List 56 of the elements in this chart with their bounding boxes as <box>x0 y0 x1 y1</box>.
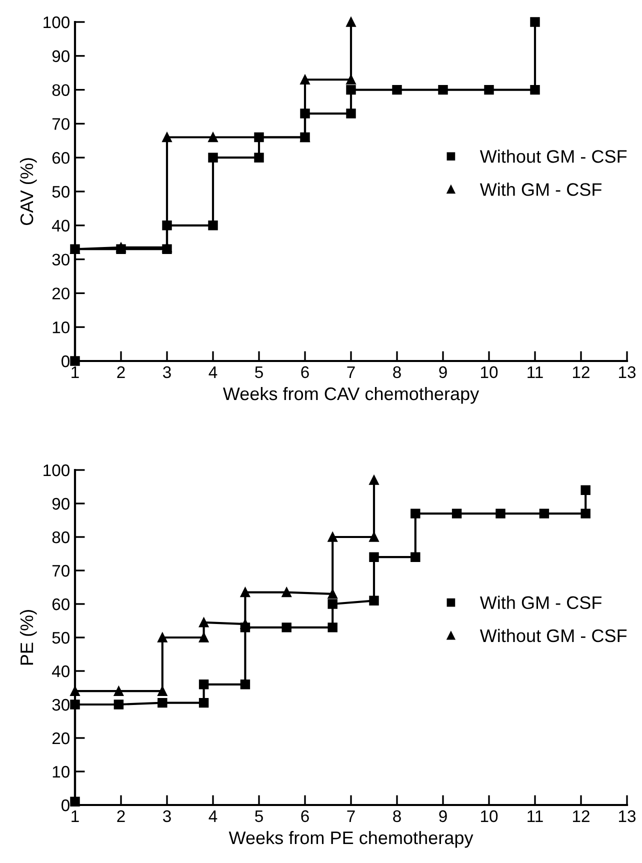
y-tick-label: 60 <box>52 598 70 610</box>
y-tick-label: 90 <box>52 498 70 510</box>
x-tick-label: 1 <box>72 366 79 378</box>
y-tick-label: 20 <box>52 288 70 300</box>
x-tick-label: 12 <box>573 366 590 378</box>
x-tick-label: 11 <box>528 810 543 822</box>
y-tick-label: 50 <box>52 186 70 198</box>
x-tick-label: 7 <box>347 366 355 378</box>
x-tick-label: 8 <box>393 810 401 822</box>
y-tick-label: 70 <box>52 564 70 577</box>
x-tick-label: 10 <box>481 366 498 378</box>
y-tick-label: 20 <box>52 732 70 744</box>
y-tick-label: 30 <box>52 254 70 266</box>
legend-label: With GM - CSF <box>480 182 602 196</box>
legend-label: Without GM - CSF <box>480 150 627 163</box>
x-tick-label: 10 <box>481 810 498 822</box>
x-tick-label: 4 <box>208 810 218 822</box>
x-tick-label: 13 <box>619 810 636 822</box>
x-axis-title: Weeks from PE chemotherapy <box>228 830 474 848</box>
y-tick-label: 60 <box>52 152 70 164</box>
y-tick-label: 10 <box>52 322 70 334</box>
y-tick-label: 100 <box>44 464 70 476</box>
x-tick-label: 9 <box>439 366 447 378</box>
y-tick-label: 0 <box>62 799 70 812</box>
x-tick-label: 11 <box>528 366 543 378</box>
legend-label: Without GM - CSF <box>480 628 627 642</box>
x-axis-title: Weeks from CAV chemotherapy <box>222 386 480 404</box>
x-tick-label: 5 <box>255 810 263 822</box>
y-tick-label: 80 <box>52 84 70 96</box>
x-tick-label: 6 <box>301 810 309 822</box>
x-tick-label: 1 <box>72 810 79 822</box>
y-tick-label: 80 <box>52 531 70 544</box>
y-tick-label: 10 <box>52 766 70 778</box>
x-tick-label: 9 <box>439 810 447 822</box>
x-tick-label: 3 <box>163 810 171 822</box>
y-tick-label: 100 <box>44 16 70 28</box>
y-tick-label: 70 <box>52 118 70 130</box>
y-axis-title: PE (%) <box>20 610 37 665</box>
x-tick-label: 8 <box>393 366 401 378</box>
legend-label: With GM - CSF <box>480 596 602 610</box>
x-tick-label: 5 <box>255 366 263 378</box>
x-tick-label: 2 <box>117 366 125 378</box>
y-tick-label: 40 <box>52 220 70 232</box>
y-tick-label: 0 <box>62 355 70 368</box>
x-tick-label: 2 <box>117 810 125 822</box>
y-tick-label: 40 <box>52 665 70 678</box>
x-tick-label: 4 <box>208 366 218 378</box>
x-tick-label: 3 <box>163 366 171 378</box>
y-tick-label: 90 <box>52 50 70 62</box>
x-tick-label: 13 <box>619 366 636 378</box>
y-tick-label: 50 <box>52 632 70 644</box>
x-tick-label: 12 <box>573 810 590 822</box>
y-tick-label: 30 <box>52 698 70 711</box>
y-axis-title: CAV (%) <box>20 158 37 226</box>
x-tick-label: 7 <box>347 810 355 822</box>
x-tick-label: 6 <box>301 366 309 378</box>
